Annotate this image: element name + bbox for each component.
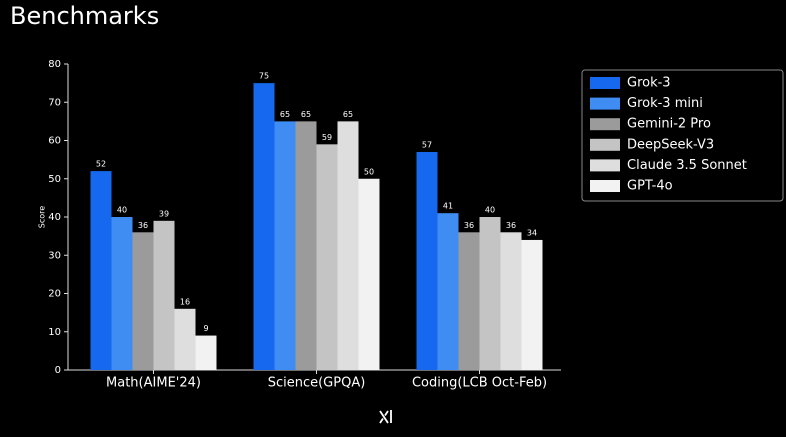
y-tick-label: 0 (55, 365, 61, 376)
value-label: 50 (364, 167, 374, 176)
legend-swatch (590, 159, 620, 172)
bar (274, 121, 296, 370)
x-tick-label: Science(GPQA) (268, 376, 366, 391)
chart-title: Benchmarks (10, 2, 159, 30)
value-label: 36 (138, 221, 148, 230)
legend-label: Claude 3.5 Sonnet (627, 158, 747, 173)
value-label: 65 (280, 110, 290, 119)
value-label: 65 (343, 110, 353, 119)
legend-swatch (590, 97, 620, 110)
bar (316, 144, 338, 370)
value-label: 40 (117, 206, 127, 215)
y-tick-label: 30 (48, 250, 61, 261)
bar (90, 171, 112, 370)
bar (132, 232, 154, 370)
y-tick-label: 60 (48, 136, 61, 147)
y-tick-label: 10 (48, 327, 61, 338)
x-tick-label: Coding(LCB Oct-Feb) (412, 376, 547, 391)
legend-swatch (590, 138, 620, 151)
value-label: 36 (506, 221, 516, 230)
bar (174, 308, 196, 370)
bar (416, 151, 438, 370)
y-tick-label: 80 (48, 59, 61, 70)
legend-label: Grok-3 (627, 76, 671, 91)
y-tick-label: 40 (48, 212, 61, 223)
bar (500, 232, 522, 370)
value-label: 59 (322, 133, 332, 142)
legend-label: DeepSeek-V3 (627, 137, 714, 152)
value-label: 9 (203, 324, 208, 333)
bar (111, 217, 133, 370)
y-tick-label: 20 (48, 289, 61, 300)
bar (458, 232, 480, 370)
legend-swatch (590, 77, 620, 89)
logo-mark (379, 410, 392, 424)
x-tick-label: Math(AIME'24) (106, 376, 201, 391)
value-label: 34 (527, 228, 537, 237)
legend-swatch (590, 180, 620, 192)
bar (195, 335, 217, 370)
legend-swatch (590, 118, 620, 131)
bar (253, 83, 275, 370)
y-tick-label: 70 (48, 97, 61, 108)
bar (479, 217, 501, 370)
bar (358, 178, 380, 370)
bar (337, 121, 359, 370)
value-label: 52 (96, 160, 106, 169)
value-label: 39 (159, 209, 169, 218)
value-label: 16 (180, 297, 190, 306)
value-label: 75 (259, 72, 269, 81)
legend-box (581, 69, 784, 202)
value-label: 41 (443, 202, 453, 211)
value-label: 65 (301, 110, 311, 119)
legend-label: GPT-4o (627, 179, 673, 194)
value-label: 57 (422, 140, 432, 149)
value-label: 40 (485, 206, 495, 215)
y-axis-label: Score (38, 206, 47, 228)
bar (521, 239, 543, 370)
legend-label: Gemini-2 Pro (627, 117, 711, 132)
legend-label: Grok-3 mini (627, 96, 703, 111)
value-label: 36 (464, 221, 474, 230)
logo (379, 410, 392, 424)
bar (295, 121, 317, 370)
bar (153, 220, 175, 370)
y-tick-label: 50 (48, 174, 61, 185)
bar (437, 213, 459, 370)
